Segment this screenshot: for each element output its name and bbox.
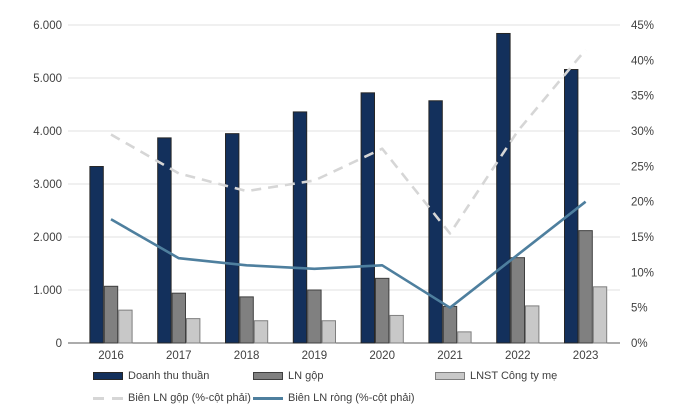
x-axis-category-label: 2023 — [573, 350, 599, 362]
bar-doanh-thu-thuan-2019 — [292, 111, 308, 344]
x-axis-category-label: 2019 — [302, 350, 328, 362]
right-axis-tick-label: 15% — [631, 232, 654, 244]
legend-swatch-doanh-thu-thuan — [93, 372, 123, 380]
x-axis-category-label: 2020 — [369, 350, 395, 362]
bar-lnst-cong-ty-me-2019 — [321, 320, 337, 344]
right-axis-tick-label: 20% — [631, 197, 654, 209]
legend-item-doanh-thu-thuan: Doanh thu thuần — [93, 370, 209, 382]
bar-ln-gop-2018 — [239, 296, 254, 344]
bar-ln-gop-2016 — [103, 285, 119, 344]
right-axis-tick-label: 10% — [631, 267, 654, 279]
legend-label-doanh-thu-thuan: Doanh thu thuần — [128, 370, 210, 382]
x-axis-category-label: 2022 — [505, 350, 531, 362]
line-bien-ln-rong-cot-phai — [110, 200, 587, 310]
right-axis-tick-label: 35% — [631, 91, 654, 103]
bar-doanh-thu-thuan-2018 — [225, 133, 240, 344]
right-axis-tick-label: 45% — [631, 20, 654, 32]
legend-label-lnst-cong-ty-me: LNST Công ty mẹ — [470, 370, 558, 382]
bar-ln-gop-2022 — [510, 257, 526, 344]
legend-label-bien-ln-rong: Biên LN ròng (%-cột phải) — [288, 392, 415, 404]
left-axis-tick-label: 4.000 — [33, 126, 62, 138]
bar-lnst-cong-ty-me-2021 — [457, 331, 472, 344]
left-axis-tick-label: 1.000 — [33, 285, 62, 297]
bar-doanh-thu-thuan-2023 — [564, 69, 579, 344]
bar-doanh-thu-thuan-2017 — [157, 137, 172, 344]
right-axis-tick-label: 0% — [631, 338, 648, 350]
right-axis-tick-label: 25% — [631, 161, 654, 173]
legend-item-ln-gop: LN gộp — [253, 370, 323, 382]
bar-lnst-cong-ty-me-2022 — [525, 305, 540, 344]
left-axis-tick-label: 6.000 — [33, 20, 62, 32]
bar-doanh-thu-thuan-2022 — [496, 32, 511, 344]
bar-lnst-cong-ty-me-2020 — [389, 314, 404, 344]
bar-doanh-thu-thuan-2016 — [89, 166, 104, 344]
right-axis-tick-label: 40% — [631, 55, 654, 67]
legend-item-bien-ln-gop: Biên LN gộp (%-cột phải) — [93, 392, 251, 404]
bar-lnst-cong-ty-me-2017 — [186, 318, 201, 344]
bar-ln-gop-2020 — [375, 277, 390, 344]
legend-swatch-bien-ln-gop — [93, 396, 123, 400]
bar-ln-gop-2023 — [578, 230, 593, 344]
bar-lnst-cong-ty-me-2018 — [253, 320, 269, 344]
legend-item-bien-ln-rong: Biên LN ròng (%-cột phải) — [253, 392, 415, 404]
bar-ln-gop-2021 — [442, 305, 458, 344]
bar-lnst-cong-ty-me-2023 — [592, 286, 608, 344]
legend-swatch-ln-gop — [253, 372, 283, 380]
line-bien-ln-gop-cot-phai — [110, 48, 587, 235]
x-axis-category-label: 2016 — [98, 350, 124, 362]
x-axis-category-label: 2018 — [234, 350, 260, 362]
bar-doanh-thu-thuan-2021 — [428, 100, 443, 344]
legend-swatch-bien-ln-rong — [253, 396, 283, 400]
x-axis-category-label: 2021 — [437, 350, 463, 362]
legend-swatch-lnst-cong-ty-me — [435, 372, 465, 380]
left-axis-tick-label: 3.000 — [33, 179, 62, 191]
left-axis-tick-label: 2.000 — [33, 232, 62, 244]
bar-ln-gop-2017 — [171, 292, 187, 344]
legend-item-lnst-cong-ty-me: LNST Công ty mẹ — [435, 370, 557, 382]
legend-label-ln-gop: LN gộp — [288, 370, 324, 382]
legend-label-bien-ln-gop: Biên LN gộp (%-cột phải) — [128, 392, 251, 404]
bar-lnst-cong-ty-me-2016 — [118, 309, 133, 344]
bar-doanh-thu-thuan-2020 — [360, 92, 376, 344]
x-axis-category-label: 2017 — [166, 350, 192, 362]
left-axis-tick-label: 5.000 — [33, 73, 62, 85]
right-axis-tick-label: 5% — [631, 303, 648, 315]
bar-ln-gop-2019 — [307, 289, 322, 344]
right-axis-tick-label: 30% — [631, 126, 654, 138]
left-axis-tick-label: 0 — [56, 338, 62, 350]
